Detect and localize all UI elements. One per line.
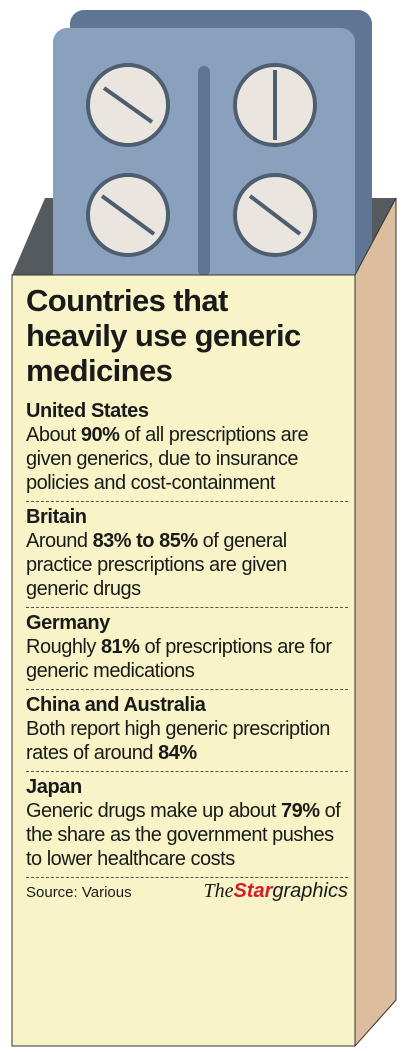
figure: 83% to 85% xyxy=(92,530,199,552)
title: Countries that heavily use generic medic… xyxy=(26,283,301,388)
country: Britain xyxy=(26,506,87,528)
figure: 81% xyxy=(100,636,140,658)
box-front xyxy=(11,274,356,1047)
content: Countries that heavily use generic medic… xyxy=(26,283,348,903)
item: China and Australia Both report high gen… xyxy=(26,690,348,772)
text: Generic drugs make up about xyxy=(26,800,282,822)
country: United States xyxy=(26,400,149,422)
item-text: Both report high generic prescription ra… xyxy=(26,717,348,765)
item: Britain Around 83% to 85% of general pra… xyxy=(26,502,348,608)
item-text: About 90% of all prescriptions are given… xyxy=(26,423,348,495)
text: of prescriptions are for generic medicat… xyxy=(26,636,332,682)
logo: TheStargraphics xyxy=(203,880,348,903)
figure: 79% xyxy=(281,800,320,822)
text: Around xyxy=(26,530,93,552)
text: of all prescriptions are given generics,… xyxy=(26,424,309,494)
logo-the: The xyxy=(203,880,234,902)
item-text: Roughly 81% of prescriptions are for gen… xyxy=(26,635,348,683)
footer: Source: Various TheStargraphics xyxy=(26,880,348,903)
text: of the share as the government pushes to… xyxy=(26,800,341,870)
text: About xyxy=(26,424,81,446)
item-text: Around 83% to 85% of general practice pr… xyxy=(26,529,348,601)
item: United States About 90% of all prescript… xyxy=(26,396,348,502)
figure: 84% xyxy=(158,742,197,764)
item: Japan Generic drugs make up about 79% of… xyxy=(26,772,348,878)
text: Roughly xyxy=(26,636,101,658)
logo-graphics: graphics xyxy=(272,880,348,902)
source: Source: Various xyxy=(26,884,132,901)
text: of general practice prescriptions are gi… xyxy=(26,530,287,600)
pills xyxy=(86,63,317,257)
country: China and Australia xyxy=(26,694,206,716)
text: Both report high generic prescription ra… xyxy=(26,718,330,764)
country: Germany xyxy=(26,612,110,634)
logo-star: Star xyxy=(233,880,273,902)
country: Japan xyxy=(26,776,82,798)
blister-groove xyxy=(198,66,210,276)
box-side xyxy=(354,197,397,1048)
item: Germany Roughly 81% of prescriptions are… xyxy=(26,608,348,690)
figure: 90% xyxy=(80,424,120,446)
item-text: Generic drugs make up about 79% of the s… xyxy=(26,799,348,871)
